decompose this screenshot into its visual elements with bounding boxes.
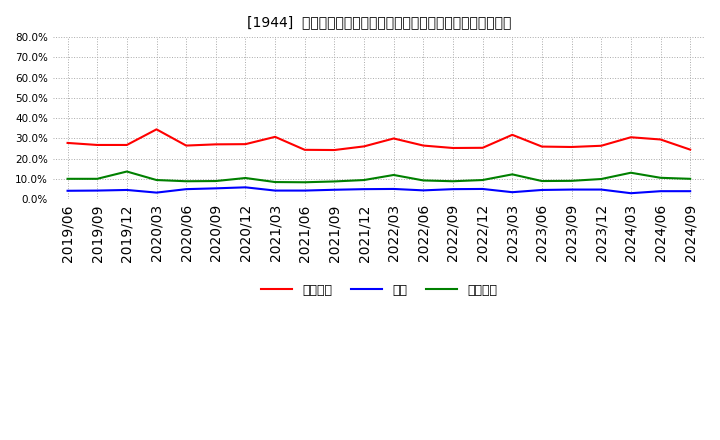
買入債務 — [212, 178, 220, 183]
在庫 — [538, 187, 546, 193]
在庫 — [63, 188, 72, 194]
在庫 — [212, 186, 220, 191]
在庫 — [656, 189, 665, 194]
在庫 — [508, 190, 517, 195]
買入債務 — [360, 177, 369, 183]
売上債権 — [686, 147, 695, 152]
在庫 — [567, 187, 576, 192]
買入債務 — [390, 172, 398, 178]
売上債権 — [241, 142, 250, 147]
在庫 — [449, 187, 457, 192]
買入債務 — [152, 177, 161, 183]
買入債務 — [538, 178, 546, 183]
買入債務 — [93, 176, 102, 181]
買入債務 — [300, 180, 309, 185]
売上債権 — [597, 143, 606, 148]
買入債務 — [122, 169, 131, 174]
Legend: 売上債権, 在庫, 買入債務: 売上債権, 在庫, 買入債務 — [256, 279, 502, 301]
売上債権 — [567, 144, 576, 150]
買入債務 — [449, 179, 457, 184]
売上債権 — [390, 136, 398, 141]
在庫 — [241, 185, 250, 190]
在庫 — [271, 188, 279, 193]
売上債権 — [93, 142, 102, 147]
在庫 — [122, 187, 131, 193]
在庫 — [152, 190, 161, 195]
売上債権 — [122, 142, 131, 147]
買入債務 — [686, 176, 695, 181]
Line: 売上債権: 売上債権 — [68, 129, 690, 150]
買入債務 — [508, 172, 517, 177]
在庫 — [360, 187, 369, 192]
売上債権 — [212, 142, 220, 147]
買入債務 — [626, 170, 635, 176]
売上債権 — [508, 132, 517, 137]
Title: [1944]  売上債権、在庫、買入債務の総資産に対する比率の推移: [1944] 売上債権、在庫、買入債務の総資産に対する比率の推移 — [247, 15, 511, 29]
在庫 — [182, 187, 191, 192]
売上債権 — [538, 144, 546, 149]
買入債務 — [330, 179, 338, 184]
Line: 買入債務: 買入債務 — [68, 172, 690, 182]
売上債権 — [182, 143, 191, 148]
買入債務 — [656, 175, 665, 180]
在庫 — [390, 186, 398, 191]
買入債務 — [63, 176, 72, 181]
売上債権 — [330, 147, 338, 153]
売上債権 — [63, 140, 72, 146]
売上債権 — [419, 143, 428, 148]
売上債権 — [360, 144, 369, 149]
在庫 — [597, 187, 606, 192]
売上債権 — [300, 147, 309, 153]
在庫 — [419, 188, 428, 193]
売上債権 — [271, 134, 279, 139]
売上債権 — [449, 145, 457, 150]
売上債権 — [152, 127, 161, 132]
在庫 — [93, 188, 102, 193]
買入債務 — [182, 179, 191, 184]
買入債務 — [567, 178, 576, 183]
在庫 — [300, 188, 309, 193]
買入債務 — [241, 176, 250, 181]
Line: 在庫: 在庫 — [68, 187, 690, 193]
在庫 — [686, 189, 695, 194]
買入債務 — [271, 180, 279, 185]
売上債権 — [626, 135, 635, 140]
在庫 — [626, 191, 635, 196]
在庫 — [330, 187, 338, 192]
在庫 — [478, 186, 487, 191]
買入債務 — [478, 177, 487, 183]
売上債権 — [656, 137, 665, 142]
売上債権 — [478, 145, 487, 150]
買入債務 — [419, 178, 428, 183]
買入債務 — [597, 176, 606, 182]
